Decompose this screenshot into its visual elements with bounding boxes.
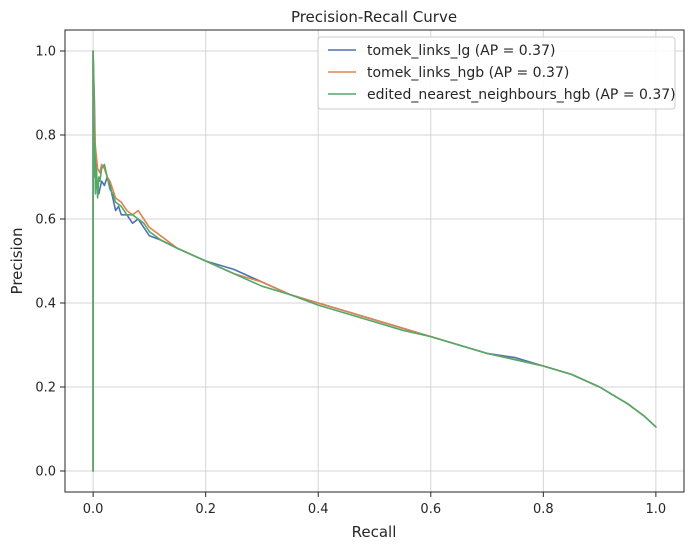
series-line-3 — [92, 50, 657, 472]
y-axis-label: Precision — [8, 228, 26, 295]
y-tick-label: 1.0 — [35, 45, 56, 60]
legend: tomek_links_lg (AP = 0.37) tomek_links_hg… — [317, 36, 676, 110]
legend-label-3: edited_nearest_neighbours_hgb (AP = 0.37… — [367, 87, 676, 103]
legend-label-1: tomek_links_lg (AP = 0.37) — [367, 43, 555, 59]
y-axis-ticks: 0.0 0.2 0.4 0.6 0.8 1.0 — [35, 45, 65, 480]
legend-box — [317, 36, 676, 110]
y-tick-label: 0.4 — [35, 297, 56, 312]
series-layer — [92, 50, 657, 472]
y-tick-label: 0.0 — [35, 465, 56, 480]
x-axis-label: Recall — [352, 523, 397, 541]
chart-title: Precision-Recall Curve — [291, 8, 457, 26]
x-tick-label: 0.4 — [308, 502, 329, 517]
x-tick-label: 1.0 — [646, 502, 667, 517]
x-axis-ticks: 0.0 0.2 0.4 0.6 0.8 1.0 — [83, 492, 666, 517]
y-tick-label: 0.8 — [35, 129, 56, 144]
plot-frame — [64, 29, 685, 493]
x-tick-label: 0.6 — [420, 502, 441, 517]
legend-label-2: tomek_links_hgb (AP = 0.37) — [367, 65, 569, 81]
x-tick-label: 0.8 — [533, 502, 554, 517]
y-tick-label: 0.6 — [35, 213, 56, 228]
x-tick-label: 0.2 — [195, 502, 216, 517]
x-tick-label: 0.0 — [83, 502, 104, 517]
y-tick-label: 0.2 — [35, 381, 56, 396]
series-line-1 — [92, 50, 657, 472]
series-line-2 — [92, 50, 657, 472]
